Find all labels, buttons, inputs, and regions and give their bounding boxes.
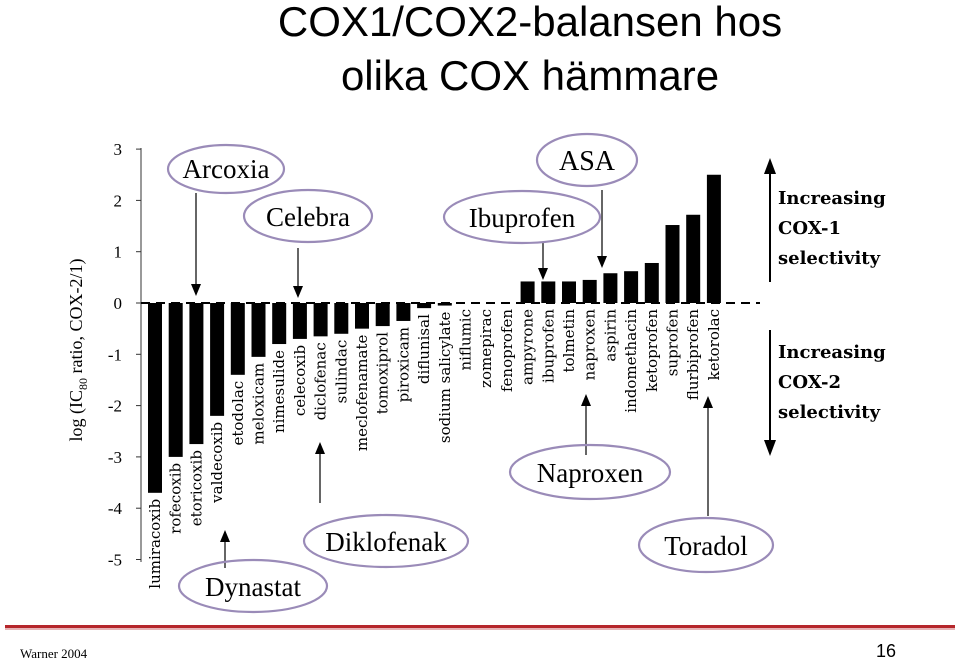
bar-naproxen bbox=[582, 279, 597, 303]
arrow-head-up bbox=[764, 158, 776, 174]
x-label-sulindac: sulindac bbox=[332, 340, 350, 404]
selectivity-label: Increasing bbox=[778, 188, 886, 209]
bar-sulindac bbox=[334, 303, 349, 334]
bar-meclofenamate bbox=[355, 303, 369, 329]
callout-celebra: Celebra bbox=[266, 202, 350, 232]
x-label-naproxen: naproxen bbox=[581, 309, 599, 381]
x-label-diclofenac: diclofenac bbox=[312, 342, 330, 420]
callout-arcoxia: Arcoxia bbox=[183, 154, 270, 184]
x-label-aspirin: aspirin bbox=[601, 309, 619, 362]
x-label-ketorolac: ketorolac bbox=[705, 309, 723, 380]
y-tick-label: -4 bbox=[108, 499, 123, 518]
x-label-ketoprofen: ketoprofen bbox=[643, 309, 661, 392]
bar-etoricoxib bbox=[189, 303, 204, 445]
bar-tomoxiprol bbox=[375, 303, 390, 327]
bar-valdecoxib bbox=[210, 303, 225, 416]
selectivity-label: selectivity bbox=[778, 248, 881, 269]
x-label-etodolac: etodolac bbox=[229, 381, 247, 446]
y-tick-label: -2 bbox=[108, 397, 122, 416]
bar-ampyrone bbox=[520, 281, 535, 303]
callout-ibuprofen: Ibuprofen bbox=[469, 203, 576, 233]
ellipse-naproxen bbox=[508, 443, 672, 501]
y-tick-label: -1 bbox=[108, 345, 122, 364]
y-tick-label: 0 bbox=[114, 294, 123, 313]
y-tick-label: 2 bbox=[114, 191, 123, 210]
bar-aspirin bbox=[603, 273, 618, 303]
x-label-ibuprofen: ibuprofen bbox=[539, 309, 557, 383]
x-label-fenoprofen: fenoprofen bbox=[498, 309, 516, 392]
x-label-piroxicam: piroxicam bbox=[394, 327, 412, 402]
bar-nimesulide bbox=[272, 303, 287, 345]
bar-piroxicam bbox=[396, 303, 411, 321]
ellipse-ibuprofen bbox=[442, 189, 602, 245]
ellipse-celebra bbox=[242, 188, 374, 244]
callout-dynastat: Dynastat bbox=[205, 572, 301, 602]
x-label-nimesulide: nimesulide bbox=[270, 350, 288, 433]
bar-flurbiprofen bbox=[686, 214, 701, 303]
bar-suprofen bbox=[665, 225, 680, 303]
y-tick-label: 3 bbox=[114, 140, 123, 159]
x-label-niflumic: niflumic bbox=[457, 309, 475, 371]
x-label-sodium-salicylate: sodium salicylate bbox=[436, 311, 454, 443]
ellipse-asa bbox=[535, 132, 639, 188]
bar-ibuprofen bbox=[541, 281, 556, 303]
arrow-head-down bbox=[764, 440, 776, 456]
footer-rule-shadow bbox=[5, 628, 955, 630]
bar-celecoxib bbox=[292, 303, 307, 339]
x-label-tolmetin: tolmetin bbox=[560, 309, 578, 373]
x-label-suprofen: suprofen bbox=[664, 309, 682, 377]
bar-sodium-salicylate bbox=[437, 303, 452, 306]
ellipse-dynastat bbox=[177, 558, 329, 614]
x-label-ampyrone: ampyrone bbox=[519, 309, 537, 385]
bar-indomethacin bbox=[624, 271, 639, 303]
bar-etodolac bbox=[230, 303, 245, 375]
page-number: 16 bbox=[875, 641, 896, 661]
y-tick-label: -3 bbox=[108, 448, 122, 467]
bar-diclofenac bbox=[313, 303, 328, 337]
y-tick-label: -5 bbox=[108, 551, 122, 570]
selectivity-label: COX-1 bbox=[778, 218, 841, 239]
bar-lumiracoxib bbox=[148, 303, 162, 493]
slide-title-line-1: COX1/COX2-balansen hos bbox=[277, 0, 783, 45]
slide-title-line-2: olika COX hämmare bbox=[340, 52, 720, 99]
selectivity-label: COX-2 bbox=[778, 372, 841, 393]
x-label-celecoxib: celecoxib bbox=[291, 345, 309, 416]
x-label-lumiracoxib: lumiracoxib bbox=[146, 499, 164, 589]
x-label-valdecoxib: valdecoxib bbox=[208, 422, 226, 504]
x-label-diflunisal: diflunisal bbox=[415, 314, 433, 384]
x-label-rofecoxib: rofecoxib bbox=[167, 463, 185, 534]
bar-meloxicam bbox=[251, 303, 266, 357]
callout-asa: ASA bbox=[559, 146, 616, 177]
x-label-etoricoxib: etoricoxib bbox=[187, 450, 205, 526]
callout-naproxen: Naproxen bbox=[537, 458, 644, 488]
bar-ketorolac bbox=[706, 174, 721, 303]
callout-toradol: Toradol bbox=[664, 531, 748, 561]
x-label-meloxicam: meloxicam bbox=[250, 363, 268, 445]
bar-ketoprofen bbox=[644, 262, 659, 303]
x-label-flurbiprofen: flurbiprofen bbox=[684, 309, 702, 400]
selectivity-label: Increasing bbox=[778, 342, 886, 363]
footer-citation: Warner 2004 bbox=[20, 646, 88, 661]
x-label-tomoxiprol: tomoxiprol bbox=[374, 332, 392, 414]
x-label-indomethacin: indomethacin bbox=[622, 309, 640, 413]
y-tick-label: 1 bbox=[114, 243, 123, 262]
x-label-zomepirac: zomepirac bbox=[477, 309, 495, 388]
ellipse-arcoxia bbox=[166, 143, 286, 195]
callout-diklofenak: Diklofenak bbox=[325, 527, 447, 557]
y-axis-label: log (IC80 ratio, COX-2/1) bbox=[66, 259, 90, 442]
ellipse-diklofenak bbox=[302, 513, 470, 569]
bar-rofecoxib bbox=[168, 303, 183, 457]
bar-tolmetin bbox=[562, 281, 576, 303]
footer-rule bbox=[5, 625, 955, 628]
x-label-meclofenamate: meclofenamate bbox=[353, 335, 371, 452]
ellipse-toradol bbox=[637, 516, 775, 574]
bar-diflunisal bbox=[417, 303, 432, 309]
selectivity-label: selectivity bbox=[778, 402, 881, 423]
